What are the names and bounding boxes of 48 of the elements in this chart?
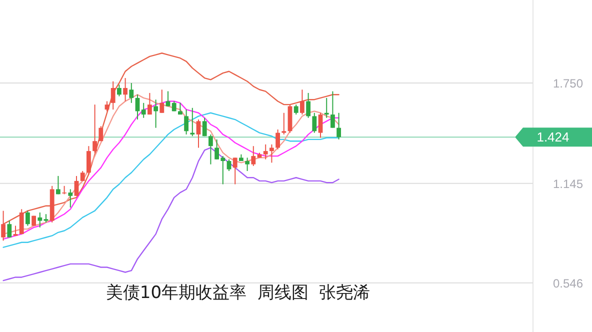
candlestick [318,112,323,138]
text: 美债10年期收益率 周线图 张尧浠 [106,283,370,303]
candlestick [56,175,60,195]
candlestick [1,210,6,242]
candlestick [202,117,207,137]
candlestick [68,188,73,208]
candlestick [98,126,104,142]
candlestick [123,78,128,102]
candlestick [129,82,134,104]
candlestick [117,84,122,97]
candlestick [300,89,304,116]
candlestick [160,89,164,114]
candlestick [92,104,97,154]
candlestick [104,100,110,112]
candlestick [26,210,30,226]
candlestick [306,92,310,118]
candlestick [148,92,152,116]
candlestick [184,109,188,135]
candlestick [74,175,79,196]
candlestick [154,99,158,128]
candlestick [110,80,116,110]
candlestick [7,220,12,238]
candlestick [251,146,256,166]
candlestick [336,112,341,140]
candlestick [226,158,232,172]
candlestick [312,112,317,134]
candlestick [80,170,85,182]
candlestick [324,97,329,118]
candlestick [270,144,274,164]
candlestick [190,107,195,137]
candlestick [263,144,268,160]
line-series [2,147,340,282]
candlestick [86,146,91,175]
candlestick [245,157,250,172]
ref-line-label: 1.424 [536,130,570,145]
candlestick [208,134,213,165]
candlestick [38,212,42,228]
candlestick [19,208,24,235]
candlestick [294,104,298,116]
candlestick [196,119,201,148]
y-tick-label: 1.750 [552,76,584,90]
candlestick [282,112,286,135]
candlestick [276,128,280,150]
candlestick [141,102,146,118]
y-tick-label: 1.145 [552,176,584,191]
candlestick [232,157,238,185]
y-tick-label: 0.546 [552,276,584,290]
candlestick [330,90,335,128]
